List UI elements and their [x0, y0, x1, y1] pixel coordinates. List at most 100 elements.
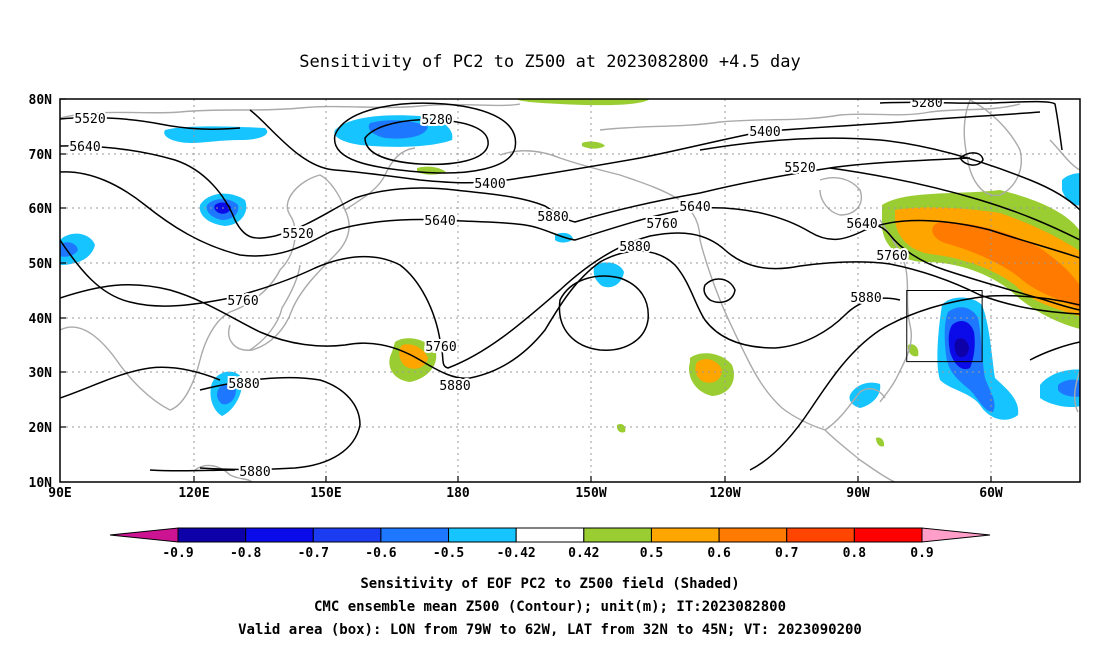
contour-label: 5400: [474, 177, 505, 192]
contour-label: 5760: [227, 294, 258, 309]
positive-region-mexico-core: [695, 359, 722, 383]
z500-contours: [60, 100, 1080, 472]
colorbar-label: 0.7: [775, 546, 798, 561]
lat-tick-label: 80N: [29, 93, 53, 108]
contour-label: 5640: [424, 214, 455, 229]
colorbar-box: [583, 527, 652, 543]
axis-ticks: [60, 98, 992, 482]
contour-label: 5280: [421, 113, 452, 128]
contour-label: 5880: [228, 377, 259, 392]
contour-5880-east: [749, 294, 1080, 471]
lon-tick-label: 150W: [575, 486, 606, 501]
positive-region-small-4: [616, 423, 626, 433]
contour-label: 5760: [425, 340, 456, 355]
colorbar-label: 0.9: [910, 546, 933, 561]
colorbar-box: [380, 527, 450, 543]
coastline-canada-north: [599, 103, 1021, 131]
contour-label: 5880: [850, 291, 881, 306]
plot-frame: [59, 98, 1081, 483]
contour-5880-lower: [60, 366, 221, 399]
colorbar-label: -0.5: [433, 546, 464, 561]
colorbar-box: [448, 527, 517, 543]
contour-label: 5880: [239, 465, 270, 480]
lon-tick-label: 90E: [48, 486, 71, 501]
coastline-central-america: [824, 429, 896, 482]
colorbar-label: 0.42: [568, 546, 599, 561]
caption-line: Sensitivity of EOF PC2 to Z500 field (Sh…: [360, 576, 739, 592]
contour-label: 5640: [69, 140, 100, 155]
negative-region-siberia-core: [368, 120, 428, 139]
contour-5760-trough: [849, 223, 1080, 311]
negative-region-north-pacific: [593, 262, 624, 288]
lat-tick-label: 60N: [29, 202, 53, 217]
contour-5880-south: [199, 376, 361, 471]
lat-tick-label: 70N: [29, 148, 53, 163]
colorbar-low-end: [109, 527, 179, 543]
colorbar-label: -0.42: [497, 546, 536, 561]
contour-5880-main: [60, 250, 901, 380]
contour-5400-main: [249, 109, 1041, 184]
colorbar-label: 0.6: [707, 546, 731, 561]
colorbar-box: [853, 527, 923, 543]
contour-5280-low: [364, 118, 489, 166]
lon-tick-label: 60W: [979, 486, 1003, 501]
colorbar: -0.9 -0.8 -0.7 -0.6 -0.5 -0.42 0.42 0.5 0.6 0.7 0.…: [109, 527, 991, 561]
colorbar-label: 0.8: [843, 546, 867, 561]
contour-5400-low: [333, 102, 517, 174]
contour-labels: 5520 5640 5280 5400 5520 5280 5400 5520 …: [67, 99, 944, 482]
coastline-north-america-east: [879, 219, 912, 403]
colorbar-box: [312, 527, 382, 543]
contour-5880-bottom: [149, 469, 236, 472]
colorbar-boxes: [177, 527, 923, 543]
negative-region-valid-area-center: [954, 338, 969, 358]
captions: Sensitivity of EOF PC2 to Z500 field (Sh…: [238, 576, 862, 638]
lat-tick-labels: 80N 70N 60N 50N 40N 30N 20N 10N: [29, 93, 53, 491]
map-title: Sensitivity of PC2 to Z500 at 2023082800…: [299, 52, 801, 72]
colorbar-box: [786, 527, 855, 543]
coastline-indonesia: [194, 464, 253, 482]
lat-tick-label: 20N: [29, 421, 53, 436]
contour-5880-pacific-high: [558, 275, 649, 351]
contour-5640-eastern-ring: [959, 152, 984, 166]
contour-label: 5760: [876, 249, 907, 264]
contour-label: 5640: [846, 217, 877, 232]
colorbar-labels: -0.9 -0.8 -0.7 -0.6 -0.5 -0.42 0.42 0.5 0.6 0.7 0.…: [162, 546, 933, 561]
lon-tick-label: 150E: [310, 486, 341, 501]
contour-5280-east: [879, 100, 1063, 151]
negative-region-west-siberia: [164, 126, 268, 143]
colorbar-high-end: [921, 527, 991, 543]
negative-region-taiwan-core: [217, 384, 236, 405]
coastline-africa: [1073, 369, 1080, 413]
contour-label: 5520: [282, 227, 313, 242]
coastline-europe: [1049, 139, 1080, 171]
contour-label: 5520: [74, 112, 105, 127]
caption-line: Valid area (box): LON from 79W to 62W, L…: [238, 622, 862, 638]
negative-region-scandinavia: [1062, 173, 1080, 206]
contour-label: 5640: [679, 200, 710, 215]
contour-label: 5520: [784, 161, 815, 176]
plot-area: 5520 5640 5280 5400 5520 5280 5400 5520 …: [29, 93, 1081, 501]
coastline-gulf: [824, 388, 886, 431]
contour-label: 5760: [646, 217, 677, 232]
contour-label: 5400: [749, 125, 780, 140]
shaded-sensitivity-layer: [60, 99, 1080, 447]
caption-line: CMC ensemble mean Z500 (Contour); unit(m…: [314, 599, 786, 615]
contour-5760-east: [1029, 341, 1080, 361]
contour-label: 5880: [537, 210, 568, 225]
positive-region-small-1: [582, 141, 605, 149]
positive-region-small-3: [876, 437, 885, 447]
colorbar-label: -0.7: [298, 546, 329, 561]
lon-tick-label: 120W: [709, 486, 740, 501]
lon-tick-labels: 90E 120E 150E 180 150W 120W 90W 60W: [48, 486, 1003, 501]
coastline-north-america-west: [699, 239, 826, 431]
coastline-greenland: [963, 99, 1022, 197]
contour-5400-north-east: [699, 137, 1080, 211]
colorbar-label: -0.6: [365, 546, 396, 561]
contour-5520-west: [60, 116, 241, 130]
colorbar-box: [245, 527, 314, 543]
lon-tick-label: 90W: [846, 486, 870, 501]
lat-tick-label: 40N: [29, 312, 53, 327]
lat-tick-label: 30N: [29, 366, 53, 381]
contour-5640-west: [60, 145, 276, 239]
coastline-asia: [60, 174, 350, 411]
